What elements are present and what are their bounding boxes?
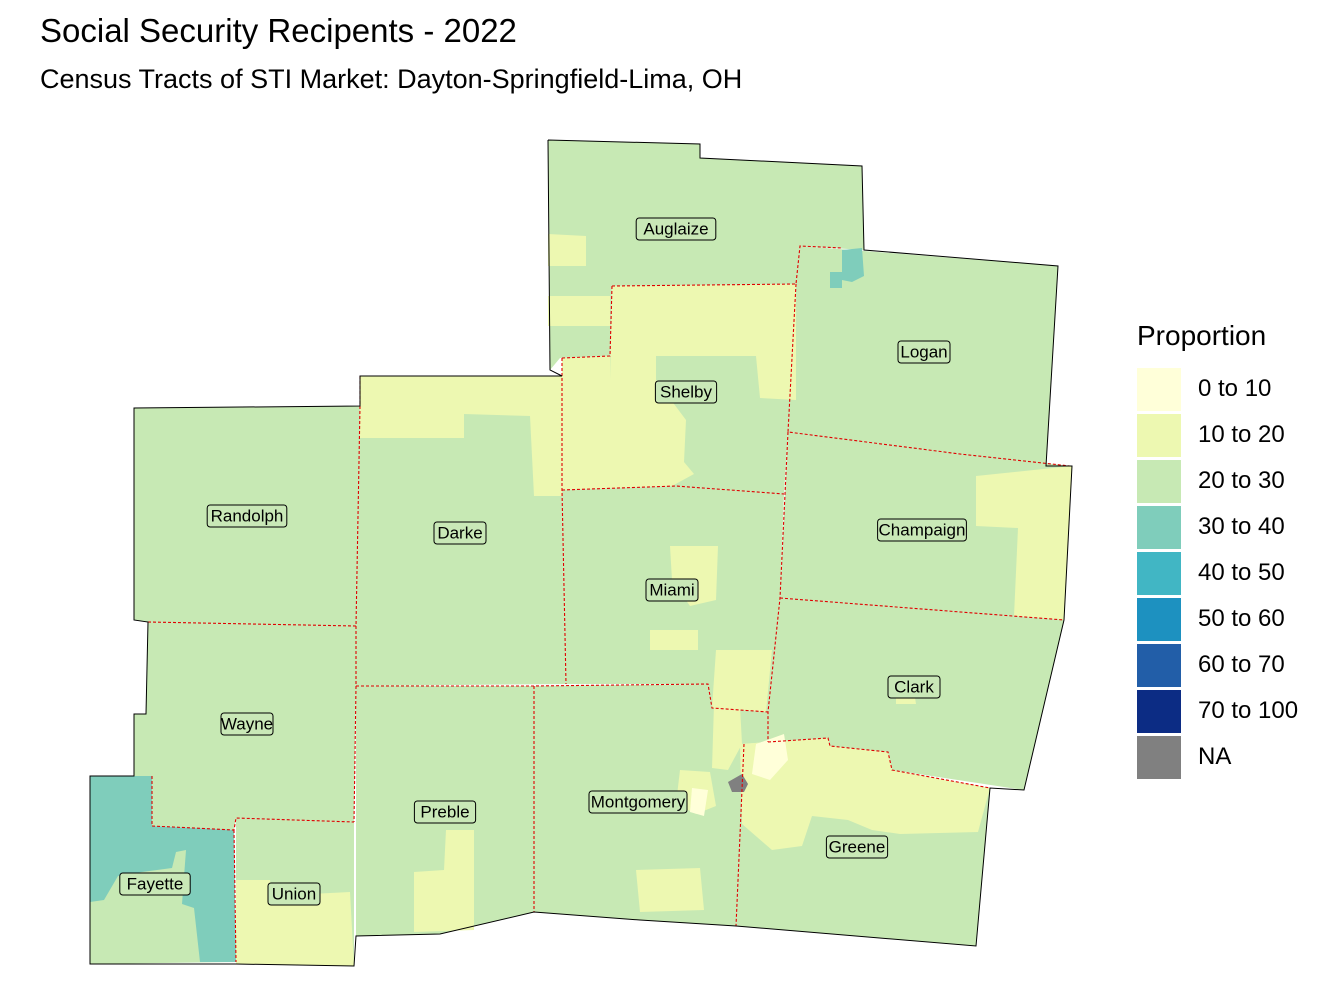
choropleth-map: Auglaize Logan Shelby Randolph Darke Champaig… bbox=[89, 139, 1073, 967]
county-label-greene: Greene bbox=[825, 835, 889, 859]
tracts-30-to-40 bbox=[90, 248, 864, 962]
county-label-box bbox=[413, 800, 477, 824]
county-labels: Auglaize Logan Shelby Randolph Darke Champaig… bbox=[119, 217, 967, 906]
county-label-text: Logan bbox=[900, 343, 947, 362]
county-label-box bbox=[897, 340, 951, 364]
county-label-text: Miami bbox=[649, 581, 694, 600]
legend-swatch bbox=[1137, 597, 1181, 641]
county-label-montgomery: Montgomery bbox=[588, 790, 688, 814]
map-title: Social Security Recipents - 2022 bbox=[40, 12, 517, 49]
legend-swatch bbox=[1137, 551, 1181, 595]
county-label-text: Auglaize bbox=[643, 220, 708, 239]
county-label-text: Clark bbox=[894, 678, 934, 697]
county-auglaize[interactable] bbox=[548, 140, 864, 370]
legend-swatch bbox=[1137, 413, 1181, 457]
legend-item: 70 to 100 bbox=[1137, 688, 1298, 734]
legend-swatch bbox=[1137, 367, 1181, 411]
county-label-champaign: Champaign bbox=[877, 518, 967, 542]
county-label-wayne: Wayne bbox=[220, 712, 274, 736]
county-label-text: Montgomery bbox=[591, 793, 686, 812]
county-label-box bbox=[877, 518, 967, 542]
legend-item: 20 to 30 bbox=[1137, 458, 1298, 504]
legend-items: 0 to 10 10 to 20 20 to 30 30 to 40 40 to 50 5… bbox=[1137, 366, 1298, 780]
legend-label: NA bbox=[1198, 743, 1232, 770]
county-label-darke: Darke bbox=[433, 521, 487, 545]
legend-swatch bbox=[1137, 459, 1181, 503]
state-boundaries bbox=[89, 139, 1073, 967]
county-label-text: Greene bbox=[829, 838, 886, 857]
legend-item: 50 to 60 bbox=[1137, 596, 1298, 642]
legend-item: 40 to 50 bbox=[1137, 550, 1298, 596]
county-label-box bbox=[825, 835, 889, 859]
legend: Proportion 0 to 10 10 to 20 20 to 30 30 to … bbox=[1137, 320, 1298, 780]
county-label-preble: Preble bbox=[413, 800, 477, 824]
county-label-auglaize: Auglaize bbox=[635, 217, 717, 241]
county-label-box bbox=[588, 790, 688, 814]
county-label-box bbox=[433, 521, 487, 545]
legend-item: NA bbox=[1137, 734, 1298, 780]
county-label-text: Fayette bbox=[127, 875, 184, 894]
legend-label: 50 to 60 bbox=[1198, 605, 1285, 632]
county-label-text: Champaign bbox=[879, 521, 966, 540]
legend-item: 0 to 10 bbox=[1137, 366, 1298, 412]
county-label-clark: Clark bbox=[887, 675, 941, 699]
tracts-0-to-10 bbox=[690, 734, 788, 816]
county-label-shelby: Shelby bbox=[654, 380, 718, 404]
legend-label: 10 to 20 bbox=[1198, 421, 1285, 448]
legend-label: 60 to 70 bbox=[1198, 651, 1285, 678]
county-label-box bbox=[645, 578, 699, 602]
county-label-randolph: Randolph bbox=[206, 504, 288, 528]
county-label-text: Randolph bbox=[211, 507, 284, 526]
county-label-box bbox=[267, 882, 321, 906]
county-label-text: Union bbox=[272, 885, 316, 904]
county-label-logan: Logan bbox=[897, 340, 951, 364]
legend-label: 40 to 50 bbox=[1198, 559, 1285, 586]
legend-label: 0 to 10 bbox=[1198, 375, 1272, 402]
county-label-fayette: Fayette bbox=[119, 872, 191, 896]
legend-label: 20 to 30 bbox=[1198, 467, 1285, 494]
legend-item: 30 to 40 bbox=[1137, 504, 1298, 550]
county-label-text: Wayne bbox=[221, 715, 273, 734]
legend-swatch bbox=[1137, 689, 1181, 733]
legend-label: 30 to 40 bbox=[1198, 513, 1285, 540]
legend-swatch bbox=[1137, 505, 1181, 549]
county-label-box bbox=[654, 380, 718, 404]
legend-label: 70 to 100 bbox=[1198, 697, 1299, 724]
map-subtitle: Census Tracts of STI Market: Dayton-Spri… bbox=[40, 64, 743, 94]
county-label-union: Union bbox=[267, 882, 321, 906]
county-label-box bbox=[635, 217, 717, 241]
county-label-miami: Miami bbox=[645, 578, 699, 602]
legend-swatch bbox=[1137, 643, 1181, 687]
county-label-text: Darke bbox=[437, 524, 482, 543]
county-label-box bbox=[119, 872, 191, 896]
legend-item: 10 to 20 bbox=[1137, 412, 1298, 458]
county-label-text: Preble bbox=[420, 803, 469, 822]
county-label-box bbox=[887, 675, 941, 699]
county-label-text: Shelby bbox=[660, 383, 712, 402]
tracts-na bbox=[728, 774, 748, 792]
county-label-box bbox=[206, 504, 288, 528]
county-label-box bbox=[220, 712, 274, 736]
legend-swatch bbox=[1137, 735, 1181, 779]
legend-title: Proportion bbox=[1137, 320, 1267, 351]
legend-item: 60 to 70 bbox=[1137, 642, 1298, 688]
